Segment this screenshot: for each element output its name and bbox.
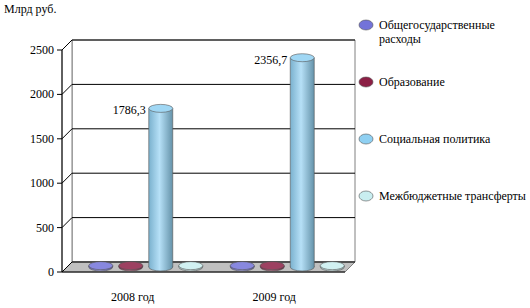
tick-label: 500 bbox=[36, 221, 54, 235]
x-axis bbox=[62, 272, 345, 273]
bar bbox=[320, 262, 344, 271]
bar bbox=[179, 262, 203, 271]
bar bbox=[230, 262, 254, 271]
bar bbox=[149, 104, 173, 271]
axis-label: Млрд руб. bbox=[4, 2, 56, 16]
marks bbox=[89, 54, 345, 271]
bar bbox=[290, 54, 314, 271]
legend-marker bbox=[359, 134, 373, 144]
category-label: 2008 год bbox=[111, 290, 154, 304]
tick bbox=[57, 272, 62, 273]
legend-label: Социальная политика bbox=[379, 132, 491, 146]
tick-label: 2500 bbox=[30, 43, 54, 57]
legend-marker bbox=[359, 77, 373, 87]
y-axis bbox=[62, 50, 63, 272]
tick bbox=[57, 183, 62, 184]
side-wall bbox=[62, 40, 72, 272]
bar bbox=[119, 262, 143, 271]
tick bbox=[57, 94, 62, 95]
grid-line bbox=[62, 40, 355, 50]
bar bbox=[89, 262, 113, 271]
tick bbox=[57, 50, 62, 51]
legend-label: Общегосударственныерасходы bbox=[379, 18, 495, 46]
data-label: 1786,3 bbox=[113, 103, 146, 117]
tick-label: 1500 bbox=[30, 132, 54, 146]
tick-label: 1000 bbox=[30, 176, 54, 190]
tick-label: 2000 bbox=[30, 87, 54, 101]
chart: 0 500 1000 1500 2000 2500 Млрд руб. 1786,3 2356,… bbox=[0, 0, 530, 308]
legend-label: Образование bbox=[379, 75, 445, 89]
tick bbox=[57, 227, 62, 228]
category-label: 2009 год bbox=[253, 290, 296, 304]
data-label: 2356,7 bbox=[254, 53, 287, 67]
legend-label: Межбюджетные трансферты bbox=[379, 189, 526, 203]
data-labels: 1786,3 2356,7 bbox=[113, 53, 288, 118]
bar bbox=[260, 262, 284, 271]
tick bbox=[57, 138, 62, 139]
tick-label: 0 bbox=[48, 265, 54, 279]
legend-marker bbox=[359, 20, 373, 30]
legend-marker bbox=[359, 191, 373, 201]
